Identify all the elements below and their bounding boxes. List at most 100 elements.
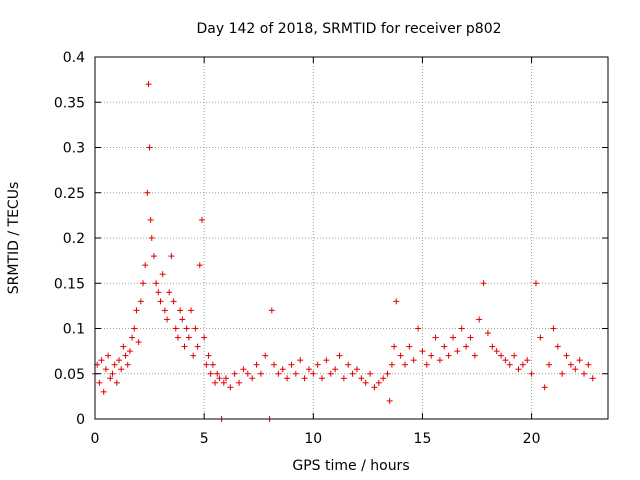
data-point — [105, 352, 112, 359]
data-point — [428, 352, 435, 359]
data-point — [463, 343, 470, 350]
data-point — [476, 316, 483, 323]
data-point — [336, 352, 343, 359]
data-point — [190, 352, 197, 359]
chart-title: Day 142 of 2018, SRMTID for receiver p80… — [196, 21, 501, 37]
data-point — [498, 352, 505, 359]
y-tick-label: 0.05 — [54, 367, 85, 383]
data-point — [310, 370, 317, 377]
data-point — [589, 375, 596, 382]
data-point — [546, 361, 553, 368]
data-point — [332, 366, 339, 373]
data-point — [207, 370, 214, 377]
data-point — [415, 325, 422, 332]
data-point — [358, 375, 365, 382]
data-point — [240, 366, 247, 373]
data-point — [436, 357, 443, 364]
data-point — [375, 379, 382, 386]
data-point — [314, 361, 321, 368]
data-point — [196, 262, 203, 269]
data-point — [111, 361, 118, 368]
data-point — [502, 357, 509, 364]
data-point — [126, 348, 133, 355]
data-point — [192, 325, 199, 332]
data-point — [480, 280, 487, 287]
data-point — [174, 334, 181, 341]
data-point — [109, 370, 116, 377]
data-point — [216, 375, 223, 382]
data-point — [150, 253, 157, 260]
data-point — [198, 216, 205, 223]
data-point — [214, 370, 221, 377]
data-point — [292, 370, 299, 377]
data-point — [135, 339, 142, 346]
x-tick-label: 0 — [91, 431, 100, 447]
data-point — [155, 289, 162, 296]
data-point — [113, 379, 120, 386]
data-point — [305, 366, 312, 373]
data-point — [419, 348, 426, 355]
y-tick-label: 0.4 — [63, 50, 85, 66]
data-point — [301, 375, 308, 382]
data-point — [146, 144, 153, 151]
data-point — [506, 361, 513, 368]
y-tick-label: 0 — [76, 412, 85, 428]
data-point — [124, 361, 131, 368]
data-point — [181, 343, 188, 350]
data-point — [432, 334, 439, 341]
data-point — [161, 307, 168, 314]
data-point — [515, 366, 522, 373]
data-point — [537, 334, 544, 341]
data-point — [257, 370, 264, 377]
y-axis-label: SRMTID / TECUs — [6, 182, 22, 295]
x-tick-labels: 0 5 10 15 20 — [91, 431, 541, 447]
data-point — [148, 235, 155, 241]
data-point — [367, 370, 374, 377]
data-point — [532, 280, 539, 287]
data-point — [212, 379, 219, 386]
data-point — [450, 334, 457, 341]
data-point — [484, 330, 491, 337]
axis-ticks — [94, 56, 608, 420]
data-point — [563, 352, 570, 359]
data-point — [493, 348, 500, 355]
data-point — [275, 370, 282, 377]
data-point — [183, 325, 190, 332]
data-point — [194, 343, 201, 350]
data-point — [288, 361, 295, 368]
data-point — [445, 352, 452, 359]
data-point — [362, 379, 369, 386]
y-tick-label: 0.1 — [63, 322, 85, 338]
data-point — [231, 370, 238, 377]
data-point — [567, 361, 574, 368]
data-point — [393, 298, 400, 305]
data-point — [131, 325, 138, 332]
x-tick-label: 10 — [304, 431, 322, 447]
data-point — [384, 370, 391, 377]
data-point — [137, 298, 144, 305]
data-point — [519, 361, 526, 368]
data-point — [319, 375, 326, 382]
data-point — [220, 379, 227, 386]
data-point — [201, 334, 208, 341]
data-point — [249, 375, 256, 382]
data-point — [96, 379, 103, 386]
data-point — [554, 343, 561, 350]
data-point — [102, 366, 109, 373]
data-point — [323, 357, 330, 364]
data-point — [550, 325, 557, 332]
data-point — [185, 334, 192, 341]
data-point — [585, 361, 592, 368]
data-point — [116, 357, 123, 364]
data-point — [284, 375, 291, 382]
data-point — [177, 307, 184, 314]
data-point — [340, 375, 347, 382]
data-point — [172, 325, 179, 332]
x-tick-label: 5 — [200, 431, 209, 447]
data-point — [388, 361, 395, 368]
data-point — [524, 357, 531, 364]
data-point — [454, 348, 461, 355]
y-tick-label: 0.15 — [54, 276, 85, 292]
data-point — [157, 298, 164, 305]
data-point — [253, 361, 260, 368]
